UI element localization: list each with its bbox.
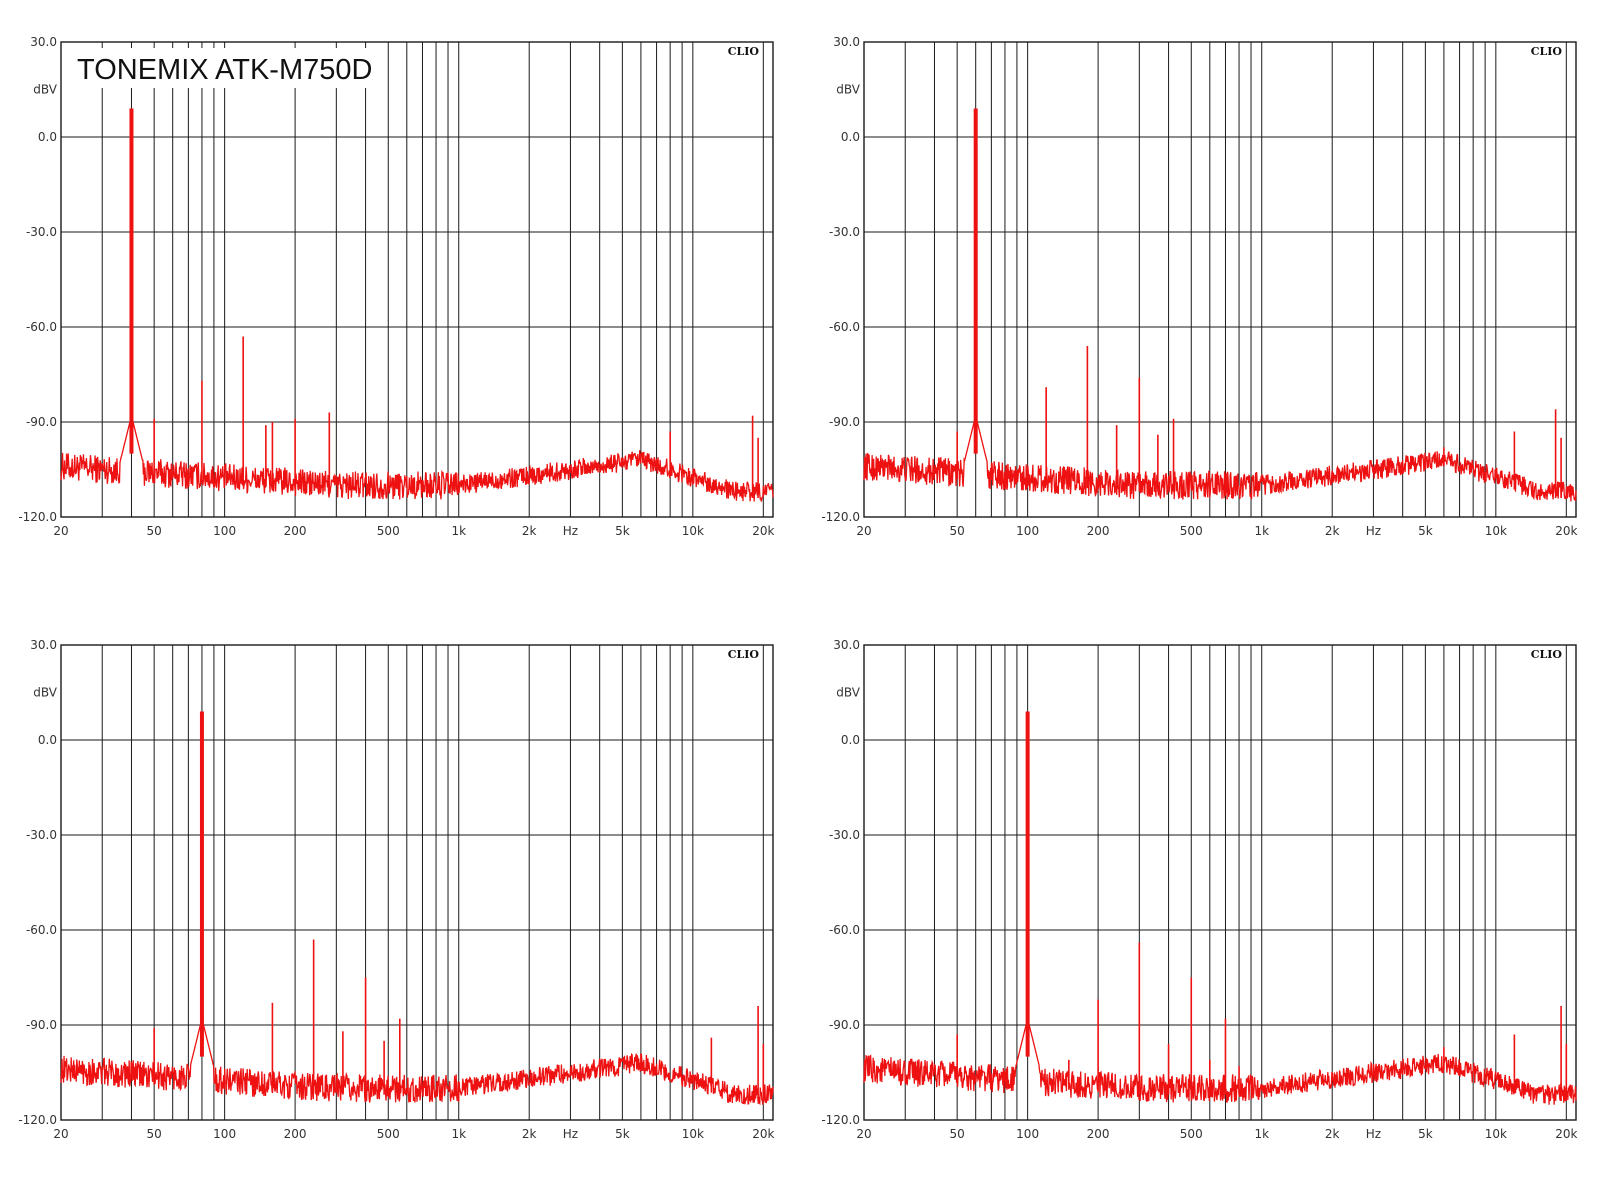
plot-frame	[863, 41, 1577, 518]
x-tick-label: 100	[1016, 1127, 1039, 1141]
y-tick-label: -120.0	[821, 1113, 860, 1127]
x-tick-label: 5k	[1418, 524, 1433, 538]
y-tick-label: -30.0	[26, 828, 57, 842]
title-backdrop	[69, 48, 379, 88]
y-tick-label: -30.0	[26, 225, 57, 239]
x-tick-label: 200	[1087, 524, 1110, 538]
y-tick-label: -60.0	[829, 923, 860, 937]
x-tick-label: 20	[53, 1127, 68, 1141]
y-tick-label: 0.0	[38, 733, 57, 747]
x-tick-label: 2k	[522, 1127, 537, 1141]
y-tick-label: -120.0	[821, 510, 860, 524]
x-unit-label: Hz	[1366, 1127, 1381, 1141]
x-tick-label: 100	[213, 1127, 236, 1141]
x-tick-label: 200	[284, 524, 307, 538]
y-tick-label: -90.0	[829, 1018, 860, 1032]
x-tick-label: 50	[950, 1127, 965, 1141]
x-tick-label: 100	[1016, 524, 1039, 538]
x-tick-label: 1k	[1254, 524, 1269, 538]
x-tick-label: 10k	[1485, 1127, 1507, 1141]
spectrum-trace	[863, 415, 1577, 502]
plot-frame	[60, 41, 774, 518]
brand-label: CLIO	[1531, 45, 1563, 58]
x-tick-label: 500	[377, 524, 400, 538]
x-tick-label: 10k	[682, 524, 704, 538]
x-tick-label: 5k	[615, 524, 630, 538]
y-tick-label: 0.0	[841, 130, 860, 144]
y-unit-label: dBV	[33, 83, 57, 97]
y-tick-label: 30.0	[30, 638, 57, 652]
x-tick-label: 100	[213, 524, 236, 538]
x-tick-label: 5k	[615, 1127, 630, 1141]
brand-label: CLIO	[1531, 648, 1563, 661]
x-tick-label: 20k	[752, 524, 774, 538]
y-tick-label: -30.0	[829, 225, 860, 239]
plot-frame	[60, 644, 774, 1121]
x-tick-label: 20k	[1555, 524, 1577, 538]
x-tick-label: 5k	[1418, 1127, 1433, 1141]
y-unit-label: dBV	[33, 686, 57, 700]
spectrum-panel-2: CLIO 30.0 0.0 -30.0 -60.0 -90.0 -120.0 dBV 20 50 1…	[821, 35, 1577, 538]
y-tick-label: 30.0	[30, 35, 57, 49]
spectrum-panel-4: CLIO 30.0 0.0 -30.0 -60.0 -90.0 -120.0 dBV 20 50 1…	[821, 638, 1577, 1141]
x-tick-label: 50	[147, 524, 162, 538]
x-tick-label: 50	[950, 524, 965, 538]
y-tick-label: -90.0	[26, 415, 57, 429]
y-tick-label: -90.0	[829, 415, 860, 429]
y-tick-label: -60.0	[829, 320, 860, 334]
spectrum-trace	[60, 1016, 774, 1106]
spectrum-panel-3: CLIO 30.0 0.0 -30.0 -60.0 -90.0 -120.0 dBV 20 50 1…	[18, 638, 774, 1141]
x-unit-label: Hz	[1366, 524, 1381, 538]
y-unit-label: dBV	[836, 686, 860, 700]
y-tick-label: 30.0	[833, 638, 860, 652]
brand-label: CLIO	[728, 45, 760, 58]
x-tick-label: 2k	[1325, 1127, 1340, 1141]
y-tick-label: 30.0	[833, 35, 860, 49]
x-tick-label: 500	[1180, 1127, 1203, 1141]
spectrum-panel-1: TONEMIX ATK-M750D CLIO 30.0 0.0 -30.0 -60.0 -9…	[18, 35, 774, 538]
plot-frame	[863, 644, 1577, 1121]
x-tick-label: 20	[53, 524, 68, 538]
x-tick-label: 20k	[1555, 1127, 1577, 1141]
x-unit-label: Hz	[563, 524, 578, 538]
spectrum-trace	[60, 415, 774, 502]
x-unit-label: Hz	[563, 1127, 578, 1141]
x-tick-label: 10k	[1485, 524, 1507, 538]
y-tick-label: 0.0	[841, 733, 860, 747]
x-tick-label: 1k	[451, 1127, 466, 1141]
x-tick-label: 500	[377, 1127, 400, 1141]
x-tick-label: 1k	[1254, 1127, 1269, 1141]
x-tick-label: 20k	[752, 1127, 774, 1141]
x-tick-label: 200	[284, 1127, 307, 1141]
y-tick-label: 0.0	[38, 130, 57, 144]
spectrum-trace	[863, 1017, 1577, 1105]
chart-title: TONEMIX ATK-M750D	[77, 54, 372, 86]
x-tick-label: 2k	[1325, 524, 1340, 538]
brand-label: CLIO	[728, 648, 760, 661]
x-tick-label: 2k	[522, 524, 537, 538]
x-tick-label: 20	[856, 524, 871, 538]
x-tick-label: 10k	[682, 1127, 704, 1141]
x-tick-label: 50	[147, 1127, 162, 1141]
y-tick-label: -120.0	[18, 1113, 57, 1127]
y-tick-label: -90.0	[26, 1018, 57, 1032]
y-tick-label: -60.0	[26, 320, 57, 334]
y-tick-label: -30.0	[829, 828, 860, 842]
x-tick-label: 20	[856, 1127, 871, 1141]
y-tick-label: -60.0	[26, 923, 57, 937]
y-unit-label: dBV	[836, 83, 860, 97]
y-tick-label: -120.0	[18, 510, 57, 524]
x-tick-label: 500	[1180, 524, 1203, 538]
x-tick-label: 1k	[451, 524, 466, 538]
x-tick-label: 200	[1087, 1127, 1110, 1141]
